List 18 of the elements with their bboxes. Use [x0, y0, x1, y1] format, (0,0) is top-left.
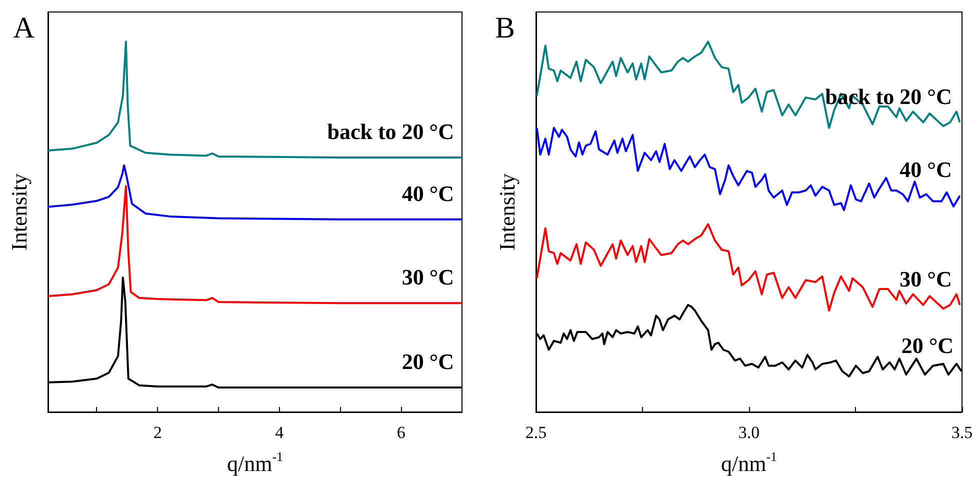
- chart-title: A: [13, 12, 35, 44]
- series-label: 40 °C: [900, 157, 952, 182]
- x-tick-label: 6: [396, 423, 406, 442]
- series-label: back to 20 °C: [327, 119, 454, 144]
- series-label: back to 20 °C: [825, 84, 952, 109]
- x-tick-label: 2: [153, 423, 162, 442]
- chart-title: B: [495, 12, 516, 44]
- x-tick-label: 2.5: [525, 423, 547, 442]
- y-axis-title: Intensity: [494, 174, 520, 250]
- y-axis-title: Intensity: [6, 174, 32, 250]
- x-tick-label: 3.0: [738, 423, 760, 442]
- series-label: 30 °C: [402, 264, 454, 290]
- x-tick-label: 4: [275, 423, 284, 442]
- series-label: 30 °C: [900, 266, 952, 292]
- series-label: 20 °C: [901, 332, 954, 358]
- x-tick-label: 3.5: [951, 423, 973, 442]
- series-label: 40 °C: [402, 180, 454, 206]
- series-label: 20 °C: [402, 349, 454, 374]
